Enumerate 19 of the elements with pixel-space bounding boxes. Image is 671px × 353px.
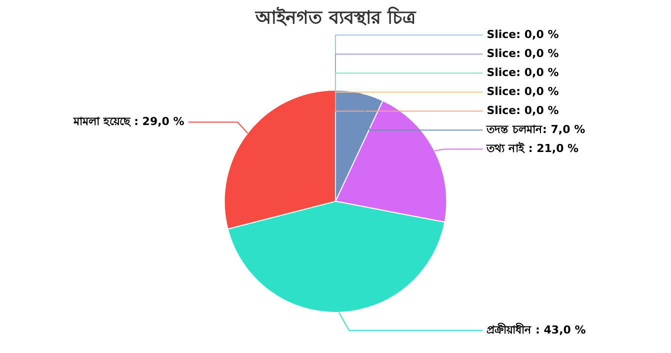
data-label: : 29,0 %: [130, 114, 184, 128]
data-label: : 43,0 %: [532, 323, 586, 336]
chart-title: আইনগত ব্যবস্থার চিত্র: [254, 6, 416, 28]
text: : 0,0 %: [516, 66, 559, 79]
category-label: Slice: [486, 46, 516, 60]
category-label: Slice: [486, 66, 516, 79]
slice-label: তথ্য নাই: [486, 140, 526, 155]
slice-label: মামলা হয়েছে: [72, 114, 132, 128]
category-label: Slice: [486, 28, 516, 41]
category-label: Slice: [486, 84, 516, 98]
text: : 0,0 %: [516, 28, 559, 41]
data-label: : 7,0 %: [542, 122, 586, 136]
data-label: : 21,0 %: [524, 142, 579, 155]
text: : 0,0 %: [516, 46, 559, 60]
text: : 0,0 %: [516, 84, 559, 98]
text: : 0,0 %: [516, 104, 559, 117]
slice-label: তদন্ত চলমান: [486, 122, 543, 136]
slice-label: প্রক্রীয়াধীন: [486, 322, 532, 336]
category-label: Slice: [486, 104, 516, 117]
